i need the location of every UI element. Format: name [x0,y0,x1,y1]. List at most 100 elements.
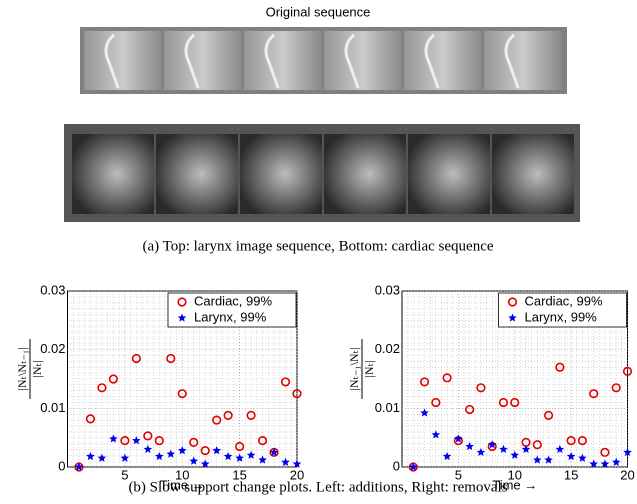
y-label-numerator: |Nₜ\Nₜ₋₁| [15,347,29,390]
star-marker [510,450,520,459]
circle-marker [510,397,520,408]
y-tick-label: 0 [393,458,400,473]
circle-marker [566,436,576,446]
x-tick-label: 20 [290,467,304,482]
star-marker [258,455,267,464]
y-tick-label: 0.03 [40,282,65,297]
star-marker [499,444,508,454]
larynx-profile [424,33,440,89]
star-marker [97,453,107,462]
star-marker [86,451,95,461]
caption-a: (a) Top: larynx image sequence, Bottom: … [142,238,493,254]
y-tick-label: 0.02 [375,341,400,356]
circle-marker [555,362,565,372]
y-tick-label: 0.01 [40,400,65,415]
larynx-profile [344,33,360,89]
circle-marker [257,436,268,446]
y-tick-label: 0.01 [375,400,400,415]
larynx-profile [264,33,280,89]
star-marker [521,444,531,454]
star-marker [578,453,587,462]
x-axis-label: Time → [492,477,537,492]
circle-marker [442,373,452,383]
circle-marker [235,441,245,452]
circle-marker [108,374,118,384]
legend-label: Larynx, 99% [525,309,598,324]
circle-marker [611,383,621,393]
star-marker [212,446,221,455]
star-marker [533,455,542,464]
larynx-frame [244,31,322,90]
star-marker [508,313,517,322]
larynx-frame [484,31,562,90]
x-tick-label: 15 [564,467,578,482]
circle-marker [419,377,430,387]
star-marker [476,447,486,456]
star-marker [74,462,84,471]
circle-marker [589,389,599,399]
y-tick-label: 0.03 [375,282,400,297]
circle-marker [97,383,107,393]
circle-marker [223,410,233,420]
star-marker [465,441,474,451]
star-marker [611,457,621,466]
star-marker [623,447,632,456]
circle-marker [212,415,222,425]
y-label-numerator: |Nₜ₋₁\Nₜ| [347,347,361,390]
circle-marker [200,445,210,456]
larynx-frame [404,31,482,90]
y-tick-label: 0.02 [40,341,65,356]
circle-marker [431,397,441,408]
cardiac-frame [156,134,238,214]
circle-marker [177,297,187,307]
circle-marker [246,410,256,420]
y-tick-label: 0 [58,458,65,473]
x-tick-label: 15 [232,467,246,482]
cardiac-frame [72,134,154,214]
larynx-profile [504,33,520,89]
cardiac-frame [408,134,490,214]
star-marker [166,449,176,458]
x-tick-label: 20 [620,467,634,482]
star-marker [120,453,130,462]
star-marker [109,434,118,443]
circle-marker [166,353,176,364]
circle-marker [476,383,486,393]
circle-marker [600,447,610,457]
x-tick-label: 5 [121,467,128,482]
star-marker [555,444,565,454]
x-axis-label: Time → [160,477,205,492]
larynx-profile [184,33,200,89]
y-label-denominator: |Nₜ| [362,360,376,377]
y-label-denominator: |Nₜ| [30,360,44,377]
legend-label: Cardiac, 99% [194,293,272,308]
x-tick-label: 5 [455,467,462,482]
circle-marker [177,389,187,399]
legend-label: Larynx, 99% [194,309,267,324]
larynx-frame [84,31,162,90]
x-tick-label: 10 [175,467,189,482]
star-marker [155,451,164,461]
star-marker [566,451,576,461]
circle-marker [85,414,96,424]
star-marker [408,462,418,471]
star-marker [589,459,598,468]
y-axis-label: |Nₜ₋₁\Nₜ| |Nₜ| [347,339,376,399]
star-marker [292,459,302,468]
circle-marker [465,404,475,415]
circle-marker [577,436,588,446]
cardiac-frame [324,134,406,214]
cardiac-frame [240,134,322,214]
larynx-profile [104,33,120,89]
star-marker [246,450,256,459]
legend-box [167,292,297,328]
star-marker [189,456,199,465]
circle-marker [543,410,554,420]
star-marker [177,313,187,322]
circle-marker [143,431,153,441]
circle-marker [507,297,518,307]
star-marker [177,446,187,455]
circle-marker [189,437,199,447]
star-marker [235,453,244,462]
